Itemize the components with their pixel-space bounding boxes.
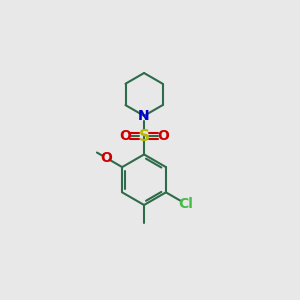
Text: O: O	[157, 129, 169, 143]
Text: Cl: Cl	[178, 197, 193, 211]
Text: O: O	[100, 151, 112, 165]
Text: O: O	[119, 129, 131, 143]
Text: N: N	[138, 109, 150, 123]
Text: S: S	[139, 128, 150, 143]
